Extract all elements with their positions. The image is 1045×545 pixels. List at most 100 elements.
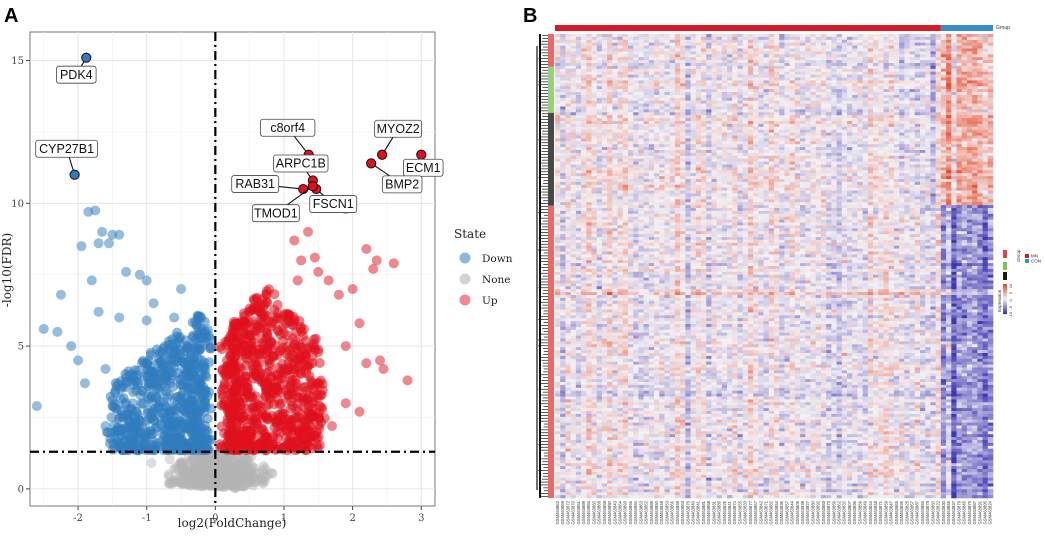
heatmap-cell [888, 54, 895, 58]
heatmap-cell [847, 89, 853, 93]
heatmap-cell [878, 63, 884, 67]
heatmap-cell [972, 103, 978, 107]
heatmap-cell [904, 94, 910, 99]
heatmap-cell [555, 103, 561, 107]
heatmap-cell [862, 97, 869, 101]
heatmap-cell [716, 115, 723, 119]
heatmap-cell [669, 45, 676, 49]
volcano-point-none [256, 473, 267, 484]
heatmap-cell [878, 80, 884, 84]
heatmap-cell [893, 48, 900, 52]
heatmap-cell [867, 65, 874, 70]
heatmap-cell [961, 103, 968, 107]
heatmap-cell [956, 115, 963, 119]
heatmap-cell [654, 112, 660, 116]
volcano-point-up [225, 419, 236, 430]
heatmap-cell [857, 42, 863, 46]
heatmap-cell [873, 57, 879, 61]
heatmap-cell [664, 54, 671, 58]
panel-label-a: A [4, 5, 18, 27]
heatmap-cell [768, 71, 775, 75]
heatmap-cell [753, 54, 759, 58]
heatmap-cell [956, 45, 963, 49]
volcano-point-none [199, 477, 210, 488]
heatmap-cell [747, 112, 754, 116]
heatmap-cell [575, 54, 582, 58]
heatmap-cell [878, 86, 884, 90]
heatmap-cell [747, 74, 754, 78]
heatmap-cell [565, 109, 571, 113]
heatmap-cell [669, 77, 676, 81]
heatmap-cell [643, 36, 650, 41]
heatmap-cell [961, 65, 968, 70]
heatmap-cell [925, 103, 931, 107]
volcano-point-none [215, 463, 226, 474]
heatmap-cell [680, 115, 686, 119]
heatmap-cell [946, 36, 952, 41]
volcano-point-none [208, 478, 219, 489]
heatmap-cell [987, 77, 994, 81]
volcano-point-up [354, 406, 365, 417]
heatmap-cell [820, 39, 827, 43]
volcano-point-none [199, 474, 210, 485]
heatmap-cell [648, 92, 655, 96]
volcano-point-none [194, 456, 205, 467]
volcano-point-none [201, 474, 212, 485]
heatmap-cell [695, 74, 702, 78]
heatmap-cell [581, 94, 587, 99]
heatmap-cell [732, 54, 738, 58]
heatmap-cell [674, 115, 681, 119]
heatmap-cell [904, 42, 910, 46]
heatmap-cell [601, 51, 608, 55]
volcano-point-up [340, 341, 351, 352]
heatmap-cell [721, 92, 728, 96]
volcano-point-none [196, 470, 207, 481]
heatmap-cell [768, 48, 775, 52]
heatmap-cell [763, 80, 770, 84]
heatmap-cell [768, 34, 775, 38]
heatmap-cell [805, 68, 811, 72]
heatmap-cell [654, 121, 660, 125]
heatmap-cell [612, 42, 618, 46]
heatmap-cell [982, 36, 989, 41]
heatmap-cell [951, 89, 957, 93]
heatmap-cell [706, 48, 712, 52]
heatmap-cell [961, 89, 968, 93]
volcano-point-down [182, 378, 193, 389]
volcano-point-none [230, 482, 241, 493]
heatmap-cell [951, 118, 957, 122]
volcano-point-none [231, 474, 242, 485]
heatmap-cell [904, 103, 910, 107]
heatmap-cell [633, 48, 639, 52]
heatmap-cell [763, 112, 770, 116]
heatmap-cell [690, 63, 697, 67]
heatmap-cell [565, 39, 571, 43]
heatmap-cell [935, 118, 942, 122]
volcano-gene-point [69, 169, 80, 180]
heatmap-cell [742, 71, 749, 75]
heatmap-cell [940, 45, 947, 49]
heatmap-cell [977, 74, 983, 78]
heatmap-cell [560, 36, 566, 41]
volcano-point-down [190, 417, 201, 428]
heatmap-cell [763, 42, 770, 46]
heatmap-cell [591, 60, 598, 64]
heatmap-cell [747, 94, 754, 99]
volcano-point-none [217, 480, 228, 491]
heatmap-cell [721, 54, 728, 58]
heatmap-cell [685, 109, 691, 113]
volcano-point-up [323, 275, 334, 286]
heatmap-cell [648, 74, 655, 78]
volcano-point-down [141, 275, 152, 286]
heatmap-cell [940, 89, 947, 93]
heatmap-cell [961, 115, 968, 119]
heatmap-cell [774, 112, 780, 116]
heatmap-cell [706, 71, 712, 75]
heatmap-cell [607, 92, 613, 96]
heatmap-cell [888, 109, 895, 113]
heatmap-cell [669, 63, 676, 67]
heatmap-cell [753, 97, 759, 101]
heatmap-cell [862, 94, 869, 99]
heatmap-cell [784, 45, 790, 49]
heatmap-cell [737, 36, 744, 41]
